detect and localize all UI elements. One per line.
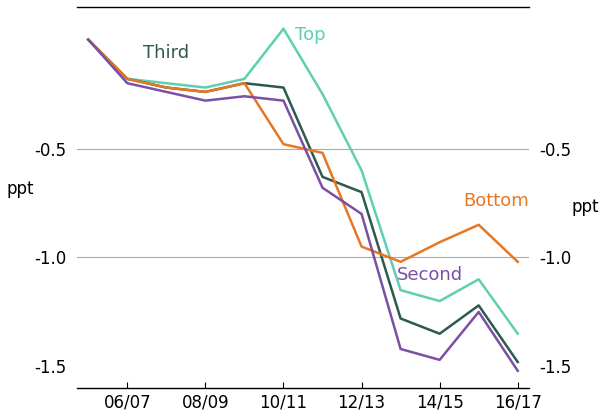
Text: Third: Third — [143, 44, 189, 62]
Y-axis label: ppt: ppt — [571, 198, 599, 216]
Y-axis label: ppt: ppt — [7, 180, 35, 198]
Text: Top: Top — [295, 26, 326, 44]
Text: Bottom: Bottom — [463, 192, 529, 210]
Text: Second: Second — [397, 266, 463, 284]
